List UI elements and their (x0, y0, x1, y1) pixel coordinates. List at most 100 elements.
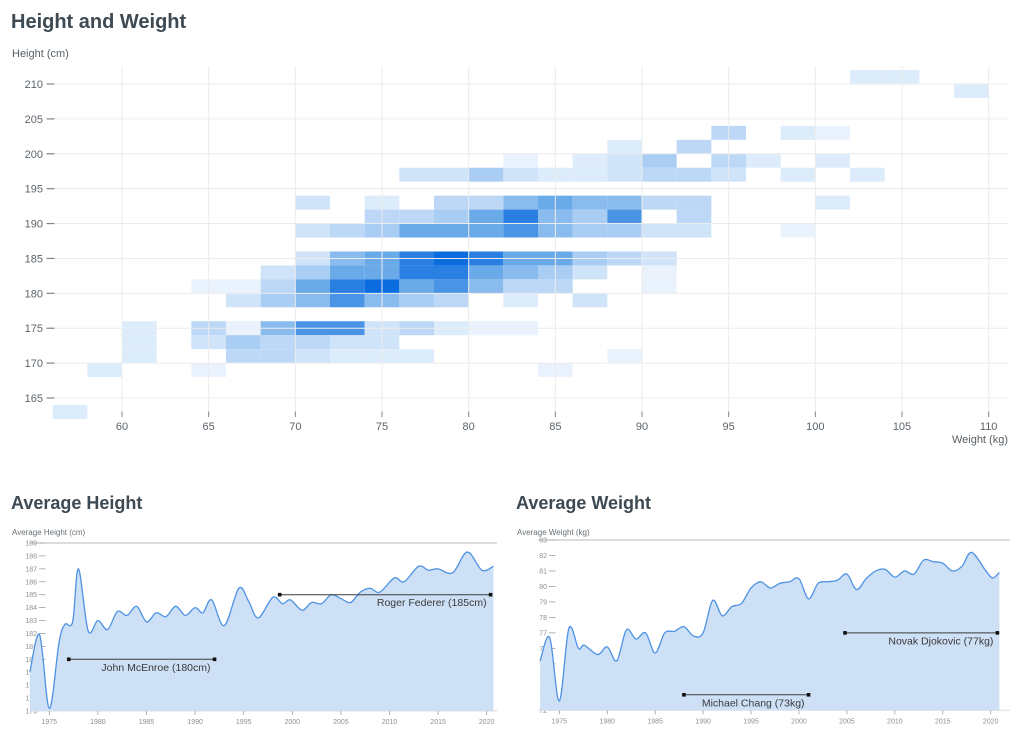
heatmap-cell (815, 153, 850, 168)
x-tick-label: 2015 (935, 718, 951, 725)
annotation-marker (277, 592, 282, 597)
heatmap-cell (468, 195, 504, 210)
x-tick-label: 1980 (90, 719, 106, 726)
heatmap-cell (572, 293, 608, 308)
heatmap-x-axis-label: Weight (kg) (951, 434, 1008, 446)
heatmap-cell (745, 153, 781, 168)
heatmap-cell (225, 279, 261, 294)
heatmap-cell (329, 265, 365, 280)
y-tick-label: 186 (25, 579, 37, 586)
y-tick-label: 170 (25, 358, 43, 370)
y-tick-label: 82 (539, 553, 547, 560)
x-tick-label: 2005 (839, 718, 855, 725)
heatmap-cell (329, 349, 365, 364)
heatmap-cell (468, 279, 504, 294)
x-tick-label: 85 (549, 421, 561, 433)
heatmap-cell (572, 265, 608, 280)
heatmap-cell (260, 293, 296, 308)
area-line (539, 551, 1000, 702)
annotation-marker (488, 592, 493, 597)
x-tick-label: 70 (289, 421, 301, 433)
heatmap-cell (399, 349, 434, 364)
heatmap-cell (468, 223, 504, 238)
heatmap-cell (295, 335, 330, 350)
heatmap-cell (260, 349, 296, 364)
heatmap-cell (607, 223, 642, 238)
heatmap-cell (260, 335, 296, 350)
heatmap-cell (503, 153, 538, 168)
heatmap-cell (572, 209, 608, 224)
heatmap-cell (572, 195, 608, 210)
heatmap-cell (849, 167, 885, 182)
heatmap-cell (468, 265, 504, 280)
annotation-marker (212, 657, 217, 662)
heatmap-cell (641, 223, 677, 238)
heatmap-cell (676, 167, 712, 182)
x-tick-label: 75 (376, 421, 388, 433)
heatmap-cell (399, 279, 434, 294)
x-tick-label: 1995 (743, 718, 759, 725)
x-tick-label: 1985 (647, 718, 663, 725)
heatmap-cell (780, 125, 816, 140)
y-tick-label: 80 (539, 584, 547, 591)
x-tick-label: 1990 (187, 719, 203, 726)
heatmap-cell (607, 209, 642, 224)
y-tick-label: 165 (25, 393, 43, 405)
annotation-label: John McEnroe (180cm) (101, 662, 210, 674)
y-tick-label: 78 (539, 615, 547, 622)
avg-weight-axis-label: Average Weight (kg) (517, 528, 590, 537)
heatmap-cell (433, 209, 469, 224)
heatmap-cell (953, 84, 989, 98)
heatmap-cell (503, 195, 538, 210)
heatmap-cell (399, 265, 434, 280)
heatmap-cell (122, 349, 157, 364)
y-tick-label: 182 (25, 631, 37, 638)
heatmap-cell (676, 195, 712, 210)
x-tick-label: 100 (806, 421, 824, 433)
x-tick-label: 1975 (552, 718, 568, 725)
heatmap-cell (399, 167, 434, 182)
annotation-label: Novak Djokovic (77kg) (888, 635, 993, 647)
annotation-marker (995, 631, 1000, 635)
heatmap-cell (329, 223, 365, 238)
y-tick-label: 185 (25, 253, 43, 265)
heatmap-cell (399, 223, 434, 238)
x-tick-label: 90 (636, 421, 648, 433)
x-tick-label: 2020 (983, 718, 999, 725)
avg-height-chart: 1891881871861851841831821811801791781771… (25, 541, 497, 726)
x-tick-label: 1975 (42, 719, 58, 726)
x-tick-label: 105 (893, 421, 911, 433)
heatmap-cell (399, 293, 434, 308)
y-tick-label: 175 (25, 323, 43, 335)
heatmap-cell (295, 293, 330, 308)
avg-weight-chart: 8382818079787776757473721975198019851990… (538, 538, 1010, 725)
heatmap-cell (607, 349, 642, 364)
heatmap-y-axis-label: Height (cm) (12, 48, 69, 60)
heatmap-cell (52, 404, 88, 419)
heatmap-cell (433, 293, 469, 308)
heatmap-cell (329, 279, 365, 294)
x-tick-label: 2005 (333, 719, 349, 726)
heatmap-cell (295, 223, 330, 238)
y-tick-label: 185 (25, 592, 37, 599)
heatmap-cell (607, 195, 642, 210)
heatmap-cell (676, 139, 712, 154)
heatmap-cell (225, 293, 261, 308)
heatmap-cell (780, 167, 816, 182)
y-tick-label: 181 (25, 644, 37, 651)
heatmap-cell (676, 209, 712, 224)
heatmap-cell (260, 265, 296, 280)
y-tick-label: 195 (25, 184, 43, 196)
heatmap-cell (503, 293, 538, 308)
y-tick-label: 83 (539, 538, 547, 545)
heatmap-cell (572, 223, 608, 238)
heatmap-cell (641, 167, 677, 182)
heatmap-title: Height and Weight (11, 11, 187, 33)
avg-height-axis-label: Average Height (cm) (12, 528, 86, 537)
y-tick-label: 187 (25, 566, 37, 573)
y-tick-label: 79 (539, 599, 547, 606)
height-weight-heatmap: 210 205 200 195 190 185 180 175 170 165 60 65 70 75 80… (25, 66, 1008, 433)
annotation-marker (682, 693, 686, 697)
